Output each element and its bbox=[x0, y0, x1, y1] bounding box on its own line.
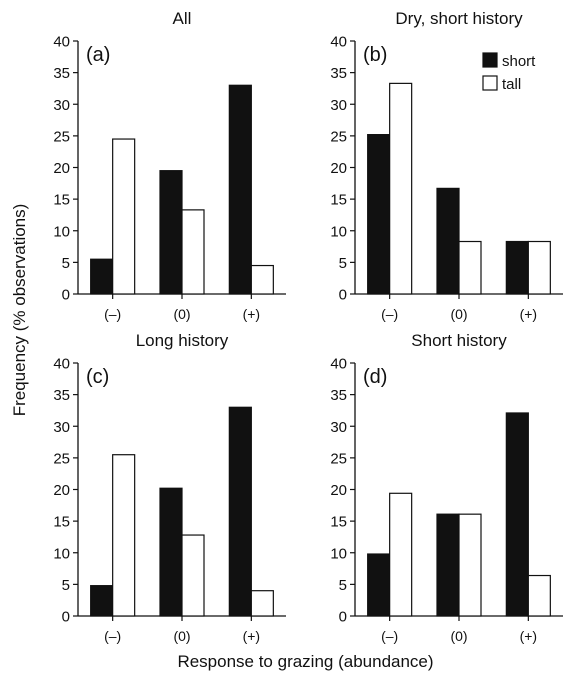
x-tick-label: (–) bbox=[381, 306, 398, 322]
bar-tall bbox=[527, 240, 551, 295]
y-tick-label: 5 bbox=[339, 255, 347, 272]
bar-tall bbox=[458, 240, 482, 295]
y-tick-label: 40 bbox=[53, 356, 70, 373]
y-tick-label: 30 bbox=[330, 97, 347, 114]
bar-tall bbox=[112, 454, 136, 617]
bar-tall bbox=[389, 492, 413, 617]
panel-letter: (c) bbox=[86, 366, 109, 388]
legend-label-short: short bbox=[502, 53, 536, 70]
panel-title: All bbox=[173, 9, 192, 28]
y-tick-label: 35 bbox=[330, 65, 347, 82]
y-tick-label: 25 bbox=[53, 450, 70, 467]
y-tick-label: 35 bbox=[330, 387, 347, 404]
legend-swatch-tall bbox=[482, 75, 498, 91]
y-tick-label: 40 bbox=[330, 356, 347, 373]
bar-short bbox=[367, 134, 391, 295]
panel-letter: (a) bbox=[86, 44, 110, 66]
panel-4: 0 5 10 15 20 25 30 35 40 (–) (0) (+) Short history (d… bbox=[330, 331, 563, 644]
bar-short bbox=[228, 406, 252, 617]
x-tick-label: (–) bbox=[381, 628, 398, 644]
bar-short bbox=[90, 585, 114, 617]
x-axis-title: Response to grazing (abundance) bbox=[177, 652, 434, 671]
legend-swatch-short bbox=[482, 52, 498, 68]
bar-short bbox=[436, 187, 460, 295]
x-tick-label: (+) bbox=[243, 628, 261, 644]
y-tick-label: 30 bbox=[330, 419, 347, 436]
panel-1: 0 5 10 15 20 25 30 35 40 (–) (0) (+) All (a) bbox=[53, 9, 286, 322]
y-tick-label: 10 bbox=[53, 545, 70, 562]
y-tick-label: 0 bbox=[62, 609, 70, 626]
panel-letter: (d) bbox=[363, 366, 387, 388]
y-tick-label: 0 bbox=[339, 287, 347, 304]
y-tick-label: 25 bbox=[330, 128, 347, 145]
y-tick-label: 35 bbox=[53, 65, 70, 82]
x-tick-label: (+) bbox=[243, 306, 261, 322]
panel-letter: (b) bbox=[363, 44, 387, 66]
bar-tall bbox=[112, 138, 136, 295]
y-tick-label: 20 bbox=[330, 160, 347, 177]
y-tick-label: 5 bbox=[62, 255, 70, 272]
x-tick-label: (–) bbox=[104, 628, 121, 644]
bar-short bbox=[159, 487, 183, 617]
x-tick-label: (0) bbox=[173, 628, 190, 644]
panel-title: Short history bbox=[411, 331, 507, 350]
bar-short bbox=[159, 170, 183, 295]
bar-short bbox=[505, 412, 529, 617]
bar-short bbox=[436, 513, 460, 617]
x-tick-label: (–) bbox=[104, 306, 121, 322]
bar-short bbox=[90, 258, 114, 295]
y-tick-label: 35 bbox=[53, 387, 70, 404]
y-tick-label: 15 bbox=[53, 192, 70, 209]
bar-tall bbox=[458, 513, 482, 617]
y-tick-label: 30 bbox=[53, 419, 70, 436]
panel-title: Dry, short history bbox=[395, 9, 523, 28]
legend-label-tall: tall bbox=[502, 76, 521, 93]
y-tick-label: 40 bbox=[53, 34, 70, 51]
y-tick-label: 25 bbox=[53, 128, 70, 145]
y-tick-label: 10 bbox=[330, 545, 347, 562]
panel-title: Long history bbox=[136, 331, 229, 350]
y-tick-label: 20 bbox=[53, 482, 70, 499]
y-tick-label: 40 bbox=[330, 34, 347, 51]
x-tick-label: (0) bbox=[173, 306, 190, 322]
x-tick-label: (0) bbox=[450, 628, 467, 644]
y-tick-label: 15 bbox=[53, 514, 70, 531]
bar-tall bbox=[250, 590, 274, 617]
x-tick-label: (+) bbox=[520, 628, 538, 644]
panel-3: 0 5 10 15 20 25 30 35 40 (–) (0) (+) Long history (c) bbox=[53, 331, 286, 644]
panel-2: 0 5 10 15 20 25 30 35 40 (–) (0) (+) Dry, short hist… bbox=[330, 9, 563, 322]
bar-short bbox=[505, 240, 529, 295]
y-tick-label: 20 bbox=[330, 482, 347, 499]
y-tick-label: 10 bbox=[330, 223, 347, 240]
bar-short bbox=[367, 553, 391, 617]
y-tick-label: 20 bbox=[53, 160, 70, 177]
bar-short bbox=[228, 84, 252, 295]
y-tick-label: 5 bbox=[62, 577, 70, 594]
y-tick-label: 25 bbox=[330, 450, 347, 467]
y-tick-label: 30 bbox=[53, 97, 70, 114]
bar-tall bbox=[527, 574, 551, 617]
bar-tall bbox=[181, 209, 205, 295]
bar-tall bbox=[181, 534, 205, 617]
y-tick-label: 15 bbox=[330, 192, 347, 209]
x-tick-label: (0) bbox=[450, 306, 467, 322]
y-tick-label: 10 bbox=[53, 223, 70, 240]
y-tick-label: 0 bbox=[62, 287, 70, 304]
bar-tall bbox=[389, 82, 413, 295]
bar-tall bbox=[250, 264, 274, 295]
y-tick-label: 0 bbox=[339, 609, 347, 626]
y-tick-label: 15 bbox=[330, 514, 347, 531]
x-tick-label: (+) bbox=[520, 306, 538, 322]
y-tick-label: 5 bbox=[339, 577, 347, 594]
